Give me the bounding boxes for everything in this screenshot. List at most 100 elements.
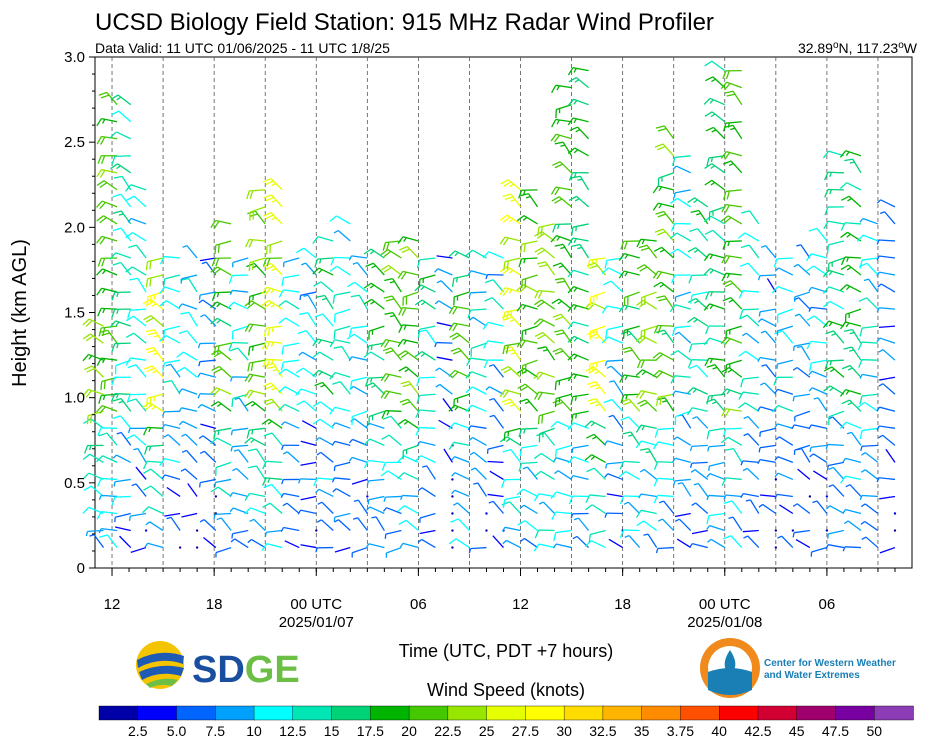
barb-flag	[637, 359, 642, 369]
wind-barb	[704, 179, 726, 191]
wind-barb	[161, 424, 181, 430]
barb-flag	[85, 390, 93, 398]
wind-barb	[501, 398, 522, 412]
barb-staff	[101, 325, 118, 329]
barb-staff	[663, 329, 675, 344]
wind-barb	[365, 376, 385, 387]
y-tick-label: 2.5	[64, 134, 85, 151]
wind-barb	[858, 297, 879, 310]
barb-staff	[107, 329, 118, 344]
wind-barb	[550, 133, 572, 143]
wind-barb	[363, 351, 385, 361]
barb-flag	[720, 151, 727, 159]
barb-staff	[266, 477, 283, 481]
barb-staff	[488, 251, 504, 259]
barb-staff	[643, 520, 658, 532]
barb-half-flag	[510, 310, 513, 316]
wind-barb	[637, 359, 657, 369]
barb-staff	[708, 512, 725, 517]
barb-half-flag	[230, 376, 233, 382]
wind-barb	[521, 274, 538, 289]
barb-half-flag	[604, 440, 608, 446]
wind-barb	[689, 228, 709, 242]
wind-barb	[397, 236, 419, 244]
barb-half-flag	[509, 318, 515, 323]
barb-flag	[332, 381, 341, 385]
wind-barb	[489, 414, 505, 429]
barb-flag	[210, 401, 219, 407]
barb-flag	[687, 359, 693, 368]
barb-staff	[510, 193, 522, 208]
barb-half-flag	[758, 503, 764, 508]
wind-barb	[723, 500, 743, 514]
barb-staff	[726, 336, 743, 344]
barb-half-flag	[808, 370, 813, 376]
wind-barb	[669, 232, 692, 242]
barb-staff	[419, 325, 436, 330]
barb-half-flag	[706, 525, 711, 530]
wind-barb	[234, 397, 249, 412]
wind-barb	[757, 274, 776, 281]
barb-half-flag	[628, 434, 633, 437]
wind-barb	[195, 546, 199, 549]
wind-barb	[808, 306, 827, 312]
barb-flag	[687, 316, 695, 323]
wind-barb	[263, 432, 283, 446]
barb-half-flag	[271, 182, 277, 187]
colorbar-swatch	[98, 705, 139, 721]
barb-staff	[147, 444, 164, 448]
barb-half-flag	[710, 291, 713, 297]
wind-barb	[674, 291, 691, 302]
barb-flag	[112, 397, 122, 402]
barb-staff	[507, 179, 521, 191]
wind-barb	[348, 456, 368, 464]
barb-staff	[879, 546, 896, 554]
barb-half-flag	[573, 118, 578, 124]
wind-barb	[363, 248, 385, 259]
colorbar-swatch	[796, 705, 837, 721]
barb-flag	[534, 290, 540, 299]
wind-barb	[503, 257, 521, 271]
barb-half-flag	[573, 517, 579, 521]
barb-staff	[742, 308, 759, 311]
barb-flag	[723, 191, 727, 200]
barb-flag	[551, 119, 557, 128]
wind-barb	[399, 542, 419, 549]
barb-half-flag	[692, 388, 697, 393]
barb-half-flag	[674, 518, 680, 522]
barb-flag	[771, 286, 779, 294]
barb-staff	[283, 492, 300, 498]
barb-half-flag	[178, 420, 184, 426]
barb-flag	[623, 241, 628, 250]
barb-flag	[112, 193, 122, 198]
barb-staff	[879, 406, 896, 412]
wind-barb	[859, 217, 879, 225]
wind-barb	[721, 272, 742, 282]
barb-staff	[658, 369, 674, 378]
wind-barb	[692, 416, 709, 429]
barb-flag	[536, 301, 545, 308]
barb-flag	[706, 515, 710, 525]
wind-barb	[706, 524, 725, 532]
wind-barb	[777, 308, 794, 324]
barb-flag	[244, 373, 251, 382]
wind-barb	[860, 503, 879, 515]
wind-barb	[246, 189, 266, 200]
barb-half-flag	[727, 241, 730, 247]
barb-flag	[96, 357, 102, 366]
barb-staff	[317, 257, 334, 260]
barb-staff	[657, 441, 674, 446]
wind-barb	[163, 434, 181, 446]
wind-barb	[773, 376, 793, 386]
wind-barb	[98, 527, 118, 534]
wind-barb	[228, 274, 249, 284]
wind-barb	[570, 410, 589, 423]
wind-barb	[484, 279, 504, 293]
barb-half-flag	[743, 415, 749, 420]
barb-half-flag	[250, 438, 255, 444]
barb-half-flag	[420, 286, 425, 291]
wind-barb	[674, 410, 691, 425]
wind-barb	[828, 466, 845, 480]
wind-barb	[436, 356, 453, 361]
barb-staff	[341, 346, 351, 361]
